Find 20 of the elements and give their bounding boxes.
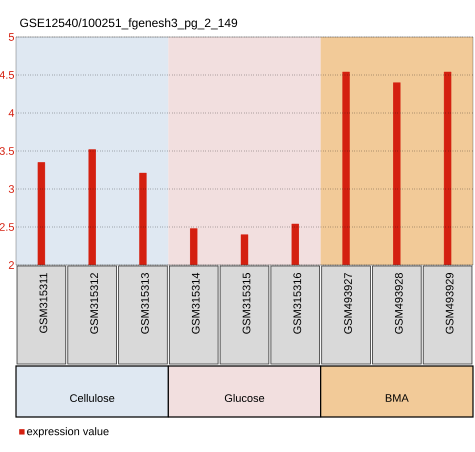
y-tick-label: 3 [8, 185, 14, 193]
x-tick-label: GSM493928 [394, 273, 403, 334]
text: Glucose [224, 394, 264, 402]
legend-label: expression value [27, 427, 109, 438]
text: BMA [386, 394, 409, 402]
y-tick-label: 3.5 [0, 147, 14, 155]
y-tick-label: 4 [8, 109, 14, 117]
y-tick-label: 2 [8, 261, 14, 269]
x-tick-label: GSM315315 [242, 273, 250, 334]
chart-title: GSE12540/100251_fgenesh3_pg_2_149 [20, 18, 238, 30]
x-tick-label: GSM315314 [192, 272, 200, 334]
x-tick-label: GSM315312 [90, 273, 98, 334]
y-tick-label: 5 [8, 33, 14, 41]
x-tick-label: GSM315311 [40, 273, 48, 333]
y-tick-label: 2.5 [0, 223, 14, 231]
text: Cellulose [70, 394, 114, 402]
x-tick-label: GSM493929 [446, 273, 454, 334]
x-tick-label: GSM493927 [344, 273, 352, 334]
x-tick-label: GSM315316 [293, 273, 302, 334]
x-tick-label: GSM315313 [141, 273, 149, 334]
